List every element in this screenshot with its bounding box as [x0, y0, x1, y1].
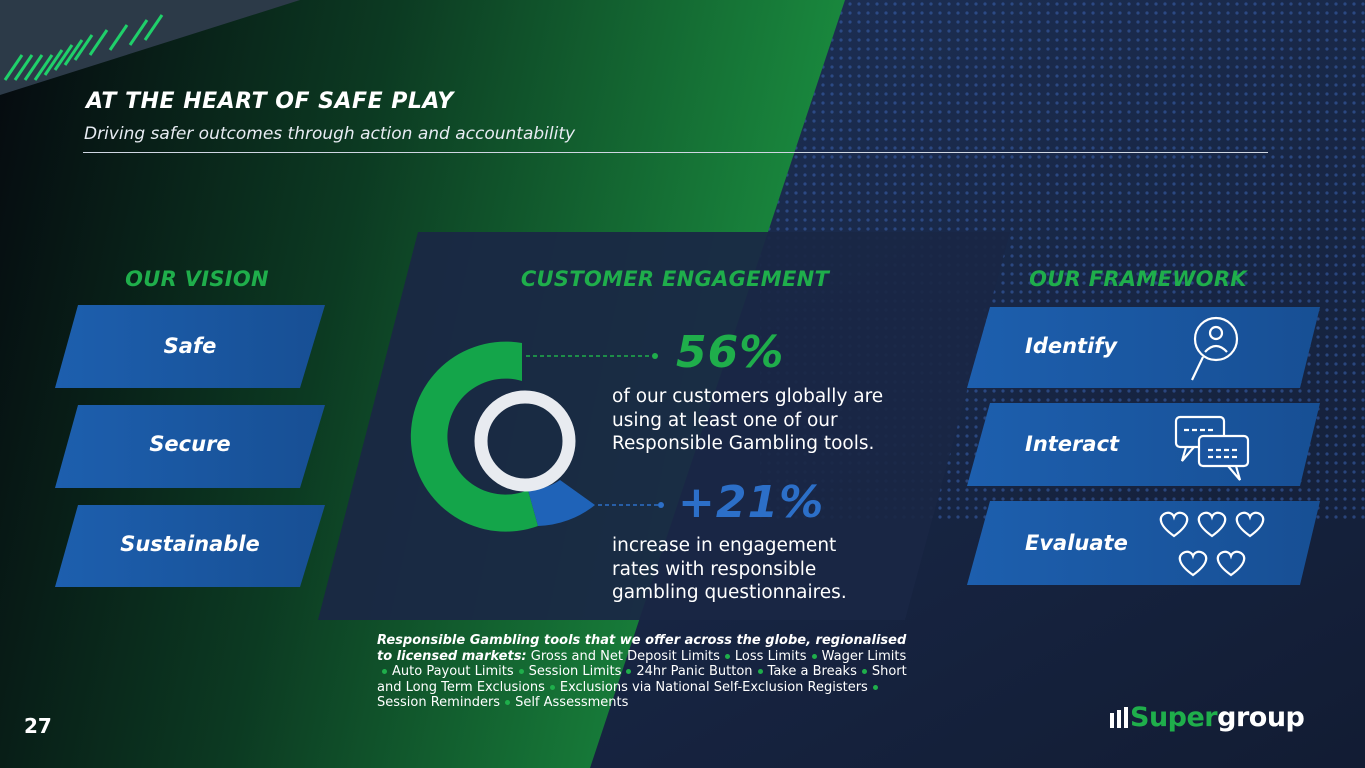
bullet	[382, 669, 387, 674]
logo: Supergroup	[1130, 702, 1305, 733]
divider	[83, 152, 1268, 153]
vision-item: Safe	[163, 334, 217, 358]
bullet	[757, 669, 763, 674]
bullet	[872, 684, 878, 690]
bullet	[811, 653, 817, 659]
page-number: 27	[24, 714, 52, 738]
logo-part: Super	[1130, 702, 1218, 733]
bullet	[518, 669, 524, 674]
tool-item: Short and Long Term Exclusions	[377, 664, 907, 695]
tool-item: Session Reminders	[377, 695, 501, 710]
framework-item: Interact	[1025, 432, 1120, 456]
tool-item: Gross and Net Deposit Limits	[530, 648, 720, 664]
logo-part: group	[1217, 702, 1305, 733]
subtitle: Driving safer outcomes through action an…	[84, 124, 576, 144]
section-heading: OUR FRAMEWORK	[1029, 267, 1247, 291]
bullet	[549, 684, 555, 690]
tools-lead: Responsible Gambling tools that we offer…	[377, 633, 907, 664]
stat-text: increase in engagement rates with respon…	[612, 535, 847, 603]
tool-item: Auto Payout Limits	[392, 664, 514, 679]
stat-value: +21%	[678, 477, 825, 528]
vision-item: Sustainable	[120, 532, 260, 556]
tools-list: Responsible Gambling tools that we offer…	[377, 633, 907, 711]
bullet	[626, 669, 632, 674]
section-heading: CUSTOMER ENGAGEMENT	[520, 267, 830, 291]
bullet	[861, 669, 867, 674]
bullet	[724, 653, 730, 659]
tool-item: 24hr Panic Button	[636, 664, 753, 679]
stat-text: of our customers globally are using at l…	[612, 386, 884, 454]
section-heading: OUR VISION	[125, 267, 269, 291]
tool-item: Loss Limits	[734, 648, 807, 664]
tool-item: Take a Breaks	[767, 664, 857, 679]
tool-item: Wager Limits	[821, 648, 907, 664]
tool-item: Session Limits	[528, 664, 622, 679]
stat-value: 56%	[676, 327, 785, 378]
bullet	[505, 700, 511, 705]
tool-item: Self Assessments	[515, 695, 629, 710]
tool-item: Exclusions via National Self-Exclusion R…	[559, 679, 868, 695]
framework-item: Identify	[1025, 334, 1118, 358]
framework-item: Evaluate	[1025, 531, 1128, 555]
title: AT THE HEART OF SAFE PLAY	[86, 89, 454, 114]
vision-item: Secure	[149, 432, 231, 456]
